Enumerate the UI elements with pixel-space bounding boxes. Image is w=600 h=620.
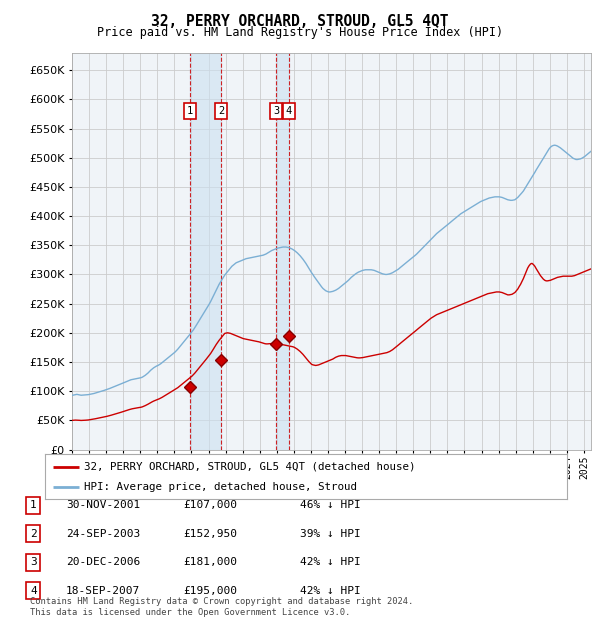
Text: 42% ↓ HPI: 42% ↓ HPI — [300, 557, 361, 567]
Text: £181,000: £181,000 — [183, 557, 237, 567]
Text: 1: 1 — [187, 106, 193, 116]
Text: 3: 3 — [30, 557, 37, 567]
Text: 32, PERRY ORCHARD, STROUD, GL5 4QT (detached house): 32, PERRY ORCHARD, STROUD, GL5 4QT (deta… — [84, 461, 416, 472]
Text: 39% ↓ HPI: 39% ↓ HPI — [300, 529, 361, 539]
Text: 32, PERRY ORCHARD, STROUD, GL5 4QT: 32, PERRY ORCHARD, STROUD, GL5 4QT — [151, 14, 449, 29]
Text: 30-NOV-2001: 30-NOV-2001 — [66, 500, 140, 510]
Text: £152,950: £152,950 — [183, 529, 237, 539]
Text: £107,000: £107,000 — [183, 500, 237, 510]
Text: Contains HM Land Registry data © Crown copyright and database right 2024.
This d: Contains HM Land Registry data © Crown c… — [30, 598, 413, 617]
Text: 18-SEP-2007: 18-SEP-2007 — [66, 586, 140, 596]
Text: 4: 4 — [30, 586, 37, 596]
Text: 3: 3 — [273, 106, 280, 116]
Text: 42% ↓ HPI: 42% ↓ HPI — [300, 586, 361, 596]
Text: 4: 4 — [286, 106, 292, 116]
Text: 2: 2 — [218, 106, 224, 116]
Text: 1: 1 — [30, 500, 37, 510]
Text: 24-SEP-2003: 24-SEP-2003 — [66, 529, 140, 539]
Bar — [276, 53, 289, 450]
Text: 20-DEC-2006: 20-DEC-2006 — [66, 557, 140, 567]
Bar — [190, 53, 221, 450]
Text: 2: 2 — [30, 529, 37, 539]
Text: HPI: Average price, detached house, Stroud: HPI: Average price, detached house, Stro… — [84, 482, 357, 492]
Text: 46% ↓ HPI: 46% ↓ HPI — [300, 500, 361, 510]
Text: £195,000: £195,000 — [183, 586, 237, 596]
Text: Price paid vs. HM Land Registry's House Price Index (HPI): Price paid vs. HM Land Registry's House … — [97, 26, 503, 39]
